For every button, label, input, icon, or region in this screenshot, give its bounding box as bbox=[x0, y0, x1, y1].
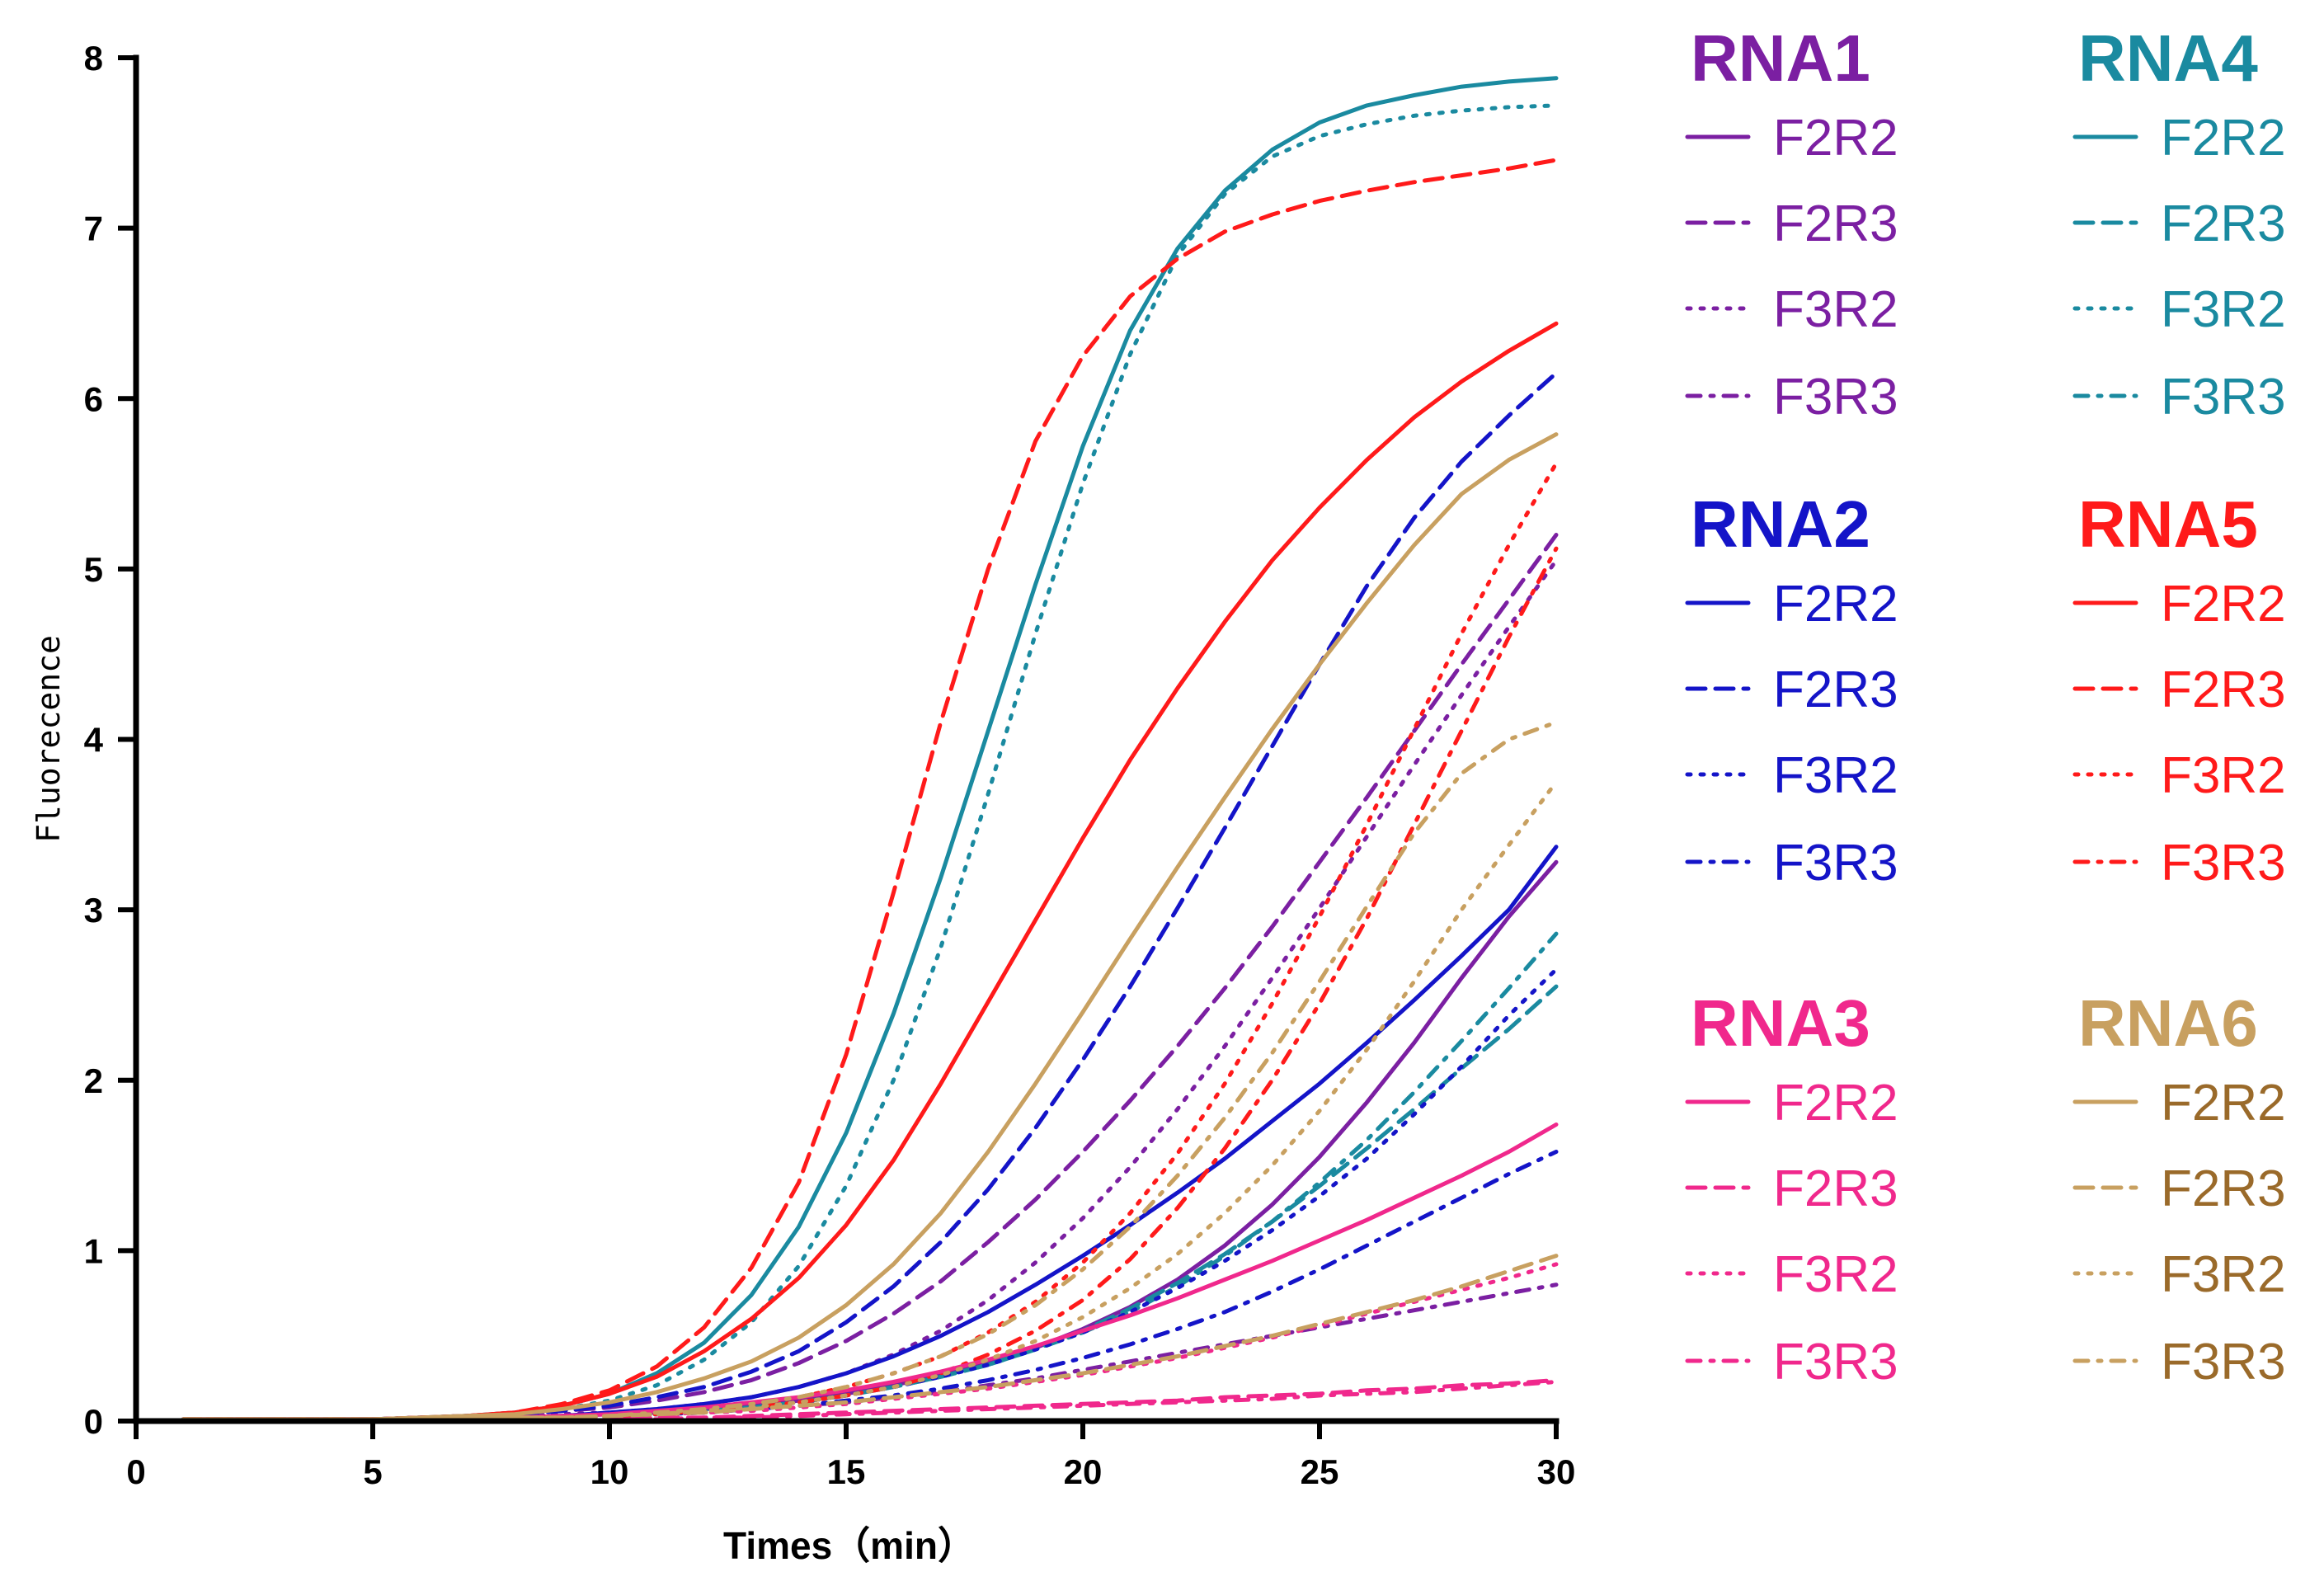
x-tick-label: 0 bbox=[126, 1452, 145, 1491]
plot-series bbox=[181, 76, 1559, 1424]
legend-label-rna1-f2r2: F2R2 bbox=[1773, 110, 1898, 167]
legend-title-rna6: RNA6 bbox=[2078, 986, 2258, 1060]
legend-label-rna6-f2r2: F2R2 bbox=[2161, 1075, 2286, 1132]
x-tick-label: 5 bbox=[363, 1452, 382, 1491]
y-ticks: 0 1 2 3 4 5 6 7 8 bbox=[84, 39, 136, 1441]
legend-title-rna4: RNA4 bbox=[2078, 21, 2258, 95]
legend-label-rna6-f2r3: F2R3 bbox=[2161, 1160, 2286, 1217]
y-tick-label: 2 bbox=[84, 1061, 103, 1100]
y-tick-label: 7 bbox=[84, 209, 103, 248]
y-tick-label: 0 bbox=[84, 1402, 103, 1441]
legend-title-rna5: RNA5 bbox=[2078, 487, 2258, 561]
series-line-rna1-f3r2 bbox=[181, 558, 1559, 1422]
series-line-rna2-f2r2 bbox=[181, 845, 1559, 1422]
legend-label-rna5-f2r2: F2R2 bbox=[2161, 576, 2286, 633]
legend-label-rna5-f3r3: F3R3 bbox=[2161, 835, 2286, 892]
y-tick-label: 5 bbox=[84, 550, 103, 589]
legend-label-rna2-f2r3: F2R3 bbox=[1773, 661, 1898, 718]
legend-label-rna4-f3r2: F3R2 bbox=[2161, 281, 2286, 338]
series-line-rna2-f2r3 bbox=[181, 370, 1559, 1422]
x-ticks: 0 5 10 15 20 25 30 bbox=[126, 1421, 1575, 1491]
legend-label-rna6-f3r2: F3R2 bbox=[2161, 1246, 2286, 1303]
x-tick-label: 10 bbox=[590, 1452, 629, 1491]
legend-label-rna3-f3r2: F3R2 bbox=[1773, 1246, 1898, 1303]
x-tick-label: 20 bbox=[1064, 1452, 1103, 1491]
series-line-rna5-f3r2 bbox=[181, 461, 1559, 1422]
legend-label-rna3-f2r3: F2R3 bbox=[1773, 1160, 1898, 1217]
legend-label-rna4-f2r3: F2R3 bbox=[2161, 195, 2286, 252]
legend-label-rna4-f2r2: F2R2 bbox=[2161, 110, 2286, 167]
series-line-rna4-f2r3 bbox=[181, 984, 1559, 1422]
y-tick-label: 1 bbox=[84, 1231, 103, 1270]
legend-label-rna2-f2r2: F2R2 bbox=[1773, 576, 1898, 633]
legend-label-rna1-f2r3: F2R3 bbox=[1773, 195, 1898, 252]
axes bbox=[133, 54, 1560, 1424]
legend-label-rna4-f3r3: F3R3 bbox=[2161, 369, 2286, 426]
x-axis-title: Times（min） bbox=[723, 1524, 976, 1567]
x-tick-label: 30 bbox=[1537, 1452, 1576, 1491]
series-line-rna4-f2r2 bbox=[181, 76, 1559, 1422]
legend-label-rna3-f2r2: F2R2 bbox=[1773, 1075, 1898, 1132]
legend-title-rna1: RNA1 bbox=[1691, 21, 1870, 95]
x-tick-label: 15 bbox=[827, 1452, 866, 1491]
y-tick-label: 8 bbox=[84, 39, 103, 78]
legend-label-rna5-f3r2: F3R2 bbox=[2161, 747, 2286, 804]
legend-label-rna2-f3r3: F3R3 bbox=[1773, 835, 1898, 892]
legend-title-rna2: RNA2 bbox=[1691, 487, 1870, 561]
x-tick-label: 25 bbox=[1301, 1452, 1339, 1491]
series-line-rna6-f2r2 bbox=[181, 432, 1559, 1422]
legend-title-rna3: RNA3 bbox=[1691, 986, 1870, 1060]
legend-label-rna5-f2r3: F2R3 bbox=[2161, 661, 2286, 718]
series-line-rna4-f3r3 bbox=[181, 931, 1559, 1422]
legend-label-rna1-f3r3: F3R3 bbox=[1773, 369, 1898, 426]
legend-label-rna1-f3r2: F3R2 bbox=[1773, 281, 1898, 338]
series-line-rna5-f3r3 bbox=[181, 546, 1559, 1422]
series-line-rna4-f3r2 bbox=[181, 103, 1559, 1422]
series-line-rna3-f2r2 bbox=[181, 1122, 1559, 1422]
series-line-rna5-f2r2 bbox=[181, 321, 1559, 1422]
series-line-rna5-f2r3 bbox=[181, 158, 1559, 1422]
legend-label-rna3-f3r3: F3R3 bbox=[1773, 1334, 1898, 1391]
y-tick-label: 3 bbox=[84, 891, 103, 929]
y-tick-label: 6 bbox=[84, 379, 103, 418]
legend: RNA1 F2R2 F2R3 F3R2 F3R3 RNA4 F2R2 F2R3 F3R2 F3R3… bbox=[1685, 21, 2286, 1391]
y-tick-label: 4 bbox=[84, 721, 104, 760]
y-axis-title: Fluorecence bbox=[31, 635, 67, 843]
legend-label-rna6-f3r3: F3R3 bbox=[2161, 1334, 2286, 1391]
legend-label-rna2-f3r2: F3R2 bbox=[1773, 747, 1898, 804]
